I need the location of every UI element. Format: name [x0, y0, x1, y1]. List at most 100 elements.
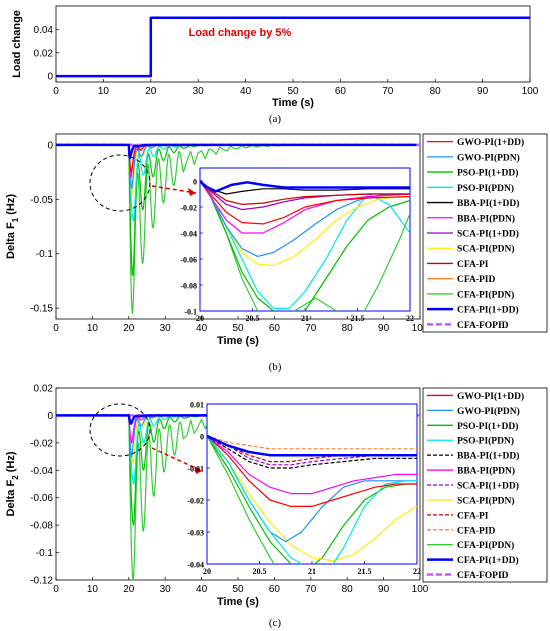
f2-xlabel: Time (s) [217, 596, 259, 608]
f1-ylabel: Delta F1 (Hz) [5, 194, 20, 259]
f2-legend-label: BBA-PI(1+DD) [457, 451, 519, 462]
load-xtick-label: 70 [382, 86, 394, 97]
f2-xtick-label: 100 [412, 584, 429, 595]
f1-xtick-label: 70 [305, 323, 317, 334]
f1-legend-label: CFA-PI(PDN) [457, 289, 514, 300]
f2-ytick-label: 0.02 [34, 384, 54, 395]
f1-series-CFA-PI(1+DD) [56, 143, 417, 160]
f2-inset-series-CFA-PID [207, 435, 417, 450]
f1-ytick-label: -0.1 [36, 249, 54, 260]
f2-ytick-label: -0.02 [30, 438, 53, 449]
f1-legend-label: GWO-PI(PDN) [457, 152, 520, 163]
f2-legend-label: GWO-PI(1+DD) [457, 391, 524, 402]
f2-inset-series-PSO-PI(1+DD) [207, 435, 417, 564]
f2-inset-ytick-label: 0 [200, 433, 204, 442]
f2-inset-series-SCA-PI(PDN) [207, 435, 417, 562]
f1-inset-series-CFA-PI [200, 180, 410, 205]
f2-ytick-label: -0.08 [30, 521, 53, 532]
f1-inset-series-group [200, 180, 410, 311]
f1-inset-series-GWO-PI(1+DD) [200, 180, 410, 225]
load-xtick-label: 40 [240, 86, 252, 97]
f2-inset-ytick-label: -0.02 [187, 497, 204, 506]
load-ytick-label: 0.04 [34, 25, 54, 36]
f1-inset-series-BBA-PI(PDN) [200, 180, 410, 234]
f2-inset-xtick-label: 20.5 [253, 567, 267, 576]
f2-inset-series-BBA-PI(PDN) [207, 435, 417, 495]
f2-legend-label: CFA-FOPID [457, 571, 509, 581]
f2-xtick-label: 50 [232, 584, 244, 595]
f2-ytick-label: -0.12 [30, 576, 53, 587]
f2-legend-label: CFA-PI [457, 511, 489, 521]
f1-ylabel-unit: (Hz) [5, 194, 17, 218]
f2-legend-label: PSO-PI(1+DD) [457, 421, 518, 432]
f1-legend-label: CFA-PI [457, 260, 489, 270]
f2-inset-xtick-label: 21 [308, 567, 316, 576]
f1-zoom-arrowhead [188, 188, 196, 196]
f2-inset-series-group [207, 434, 417, 564]
f2-inset-series-CFA-PI(PDN) [207, 435, 275, 564]
f1-inset-ytick-label: -0.04 [180, 230, 197, 239]
load-xtick-label: 0 [53, 86, 59, 97]
f2-zoom-circle [89, 403, 151, 457]
f2-xtick-label: 40 [196, 584, 208, 595]
f2-inset-ytick-label: -0.03 [187, 529, 204, 538]
f2-inset-series-CFA-PI(1+DD) [207, 434, 417, 457]
f2-xtick-label: 80 [342, 584, 354, 595]
f2-inset-xtick-label: 22 [413, 567, 421, 576]
load-xtick-label: 50 [287, 86, 299, 97]
load-ytick-label: 0 [47, 72, 53, 83]
f1-inset-xtick-label: 22 [406, 314, 414, 323]
f1-inset: 20 20.5 21 21.5 22 0 -0.02 -0.04 -0.06 -0.08 -0.1 [180, 167, 414, 323]
f2-legend-label: SCA-PI(PDN) [457, 495, 515, 506]
f1-zoom-arrow [151, 185, 197, 194]
load-ylabel: Load change [11, 10, 23, 78]
f1-xlabel: Time (s) [217, 335, 259, 347]
f1-inset-ytick-label: -0.08 [180, 282, 197, 291]
f1-xtick-label: 40 [196, 323, 208, 334]
f1-legend-label: CFA-FOPID [457, 321, 509, 331]
f1-legend-label: SCA-PI(1+DD) [457, 229, 519, 240]
f1-inset-xtick-label: 21.5 [351, 314, 365, 323]
f1-legend-label: PSO-PI(PDN) [457, 183, 514, 194]
f2-inset-series-PSO-PI(PDN) [207, 435, 417, 564]
f1-ytick-label: -0.15 [30, 304, 53, 315]
f1-xtick-label: 50 [232, 323, 244, 334]
f1-ytick-label: -0.05 [30, 195, 53, 206]
load-xtick-label: 10 [98, 86, 110, 97]
f1-inset-xtick-label: 21 [301, 314, 309, 323]
f1-inset-ytick-label: 0 [193, 178, 197, 187]
f2-legend-label: GWO-PI(PDN) [457, 406, 520, 417]
caption-f1: (b) [269, 361, 282, 373]
f2-xtick-label: 90 [378, 584, 390, 595]
load-xlabel: Time (s) [272, 97, 314, 109]
f2-xtick-label: 30 [160, 584, 172, 595]
f1-xtick-label: 20 [123, 323, 135, 334]
f2-ylabel-main: Delta F [5, 480, 17, 517]
f2-zoom-arrowhead [194, 466, 202, 474]
load-ytick-label: 0.02 [34, 48, 54, 59]
load-annotation: Load change by 5% [189, 27, 292, 39]
f2-xtick-label: 10 [87, 584, 99, 595]
f2-legend-label: CFA-PI(PDN) [457, 540, 514, 551]
f2-ytick-label: -0.06 [30, 493, 53, 504]
f1-xtick-label: 90 [378, 323, 390, 334]
f2-inset-ytick-label: 0.01 [190, 401, 204, 410]
f2-ylabel-unit: (Hz) [5, 451, 17, 475]
f1-xtick-label: 30 [160, 323, 172, 334]
f2-xtick-label: 20 [123, 584, 135, 595]
f1-inset-ytick-label: -0.06 [180, 256, 197, 265]
f2-inset-xtick-label: 21.5 [358, 567, 372, 576]
load-xtick-label: 30 [193, 86, 205, 97]
f1-xtick-label: 10 [87, 323, 99, 334]
f1-ylabel-sub: 1 [11, 217, 20, 222]
load-xtick-label: 90 [477, 86, 489, 97]
f1-xtick-label: 60 [269, 323, 281, 334]
f1-inset-xtick-label: 20.5 [246, 314, 260, 323]
f2-legend-label: CFA-PI(1+DD) [457, 555, 519, 566]
f2-xtick-label: 70 [305, 584, 317, 595]
f1-xtick-label: 80 [342, 323, 354, 334]
f2-xtick-label: 60 [269, 584, 281, 595]
f2-inset: 20 20.5 21 21.5 22 0.01 0 -0.01 -0.02 -0.03 -0.04 [187, 401, 421, 577]
f1-legend-label: CFA-PI(1+DD) [457, 305, 519, 316]
load-xtick-label: 100 [522, 86, 539, 97]
